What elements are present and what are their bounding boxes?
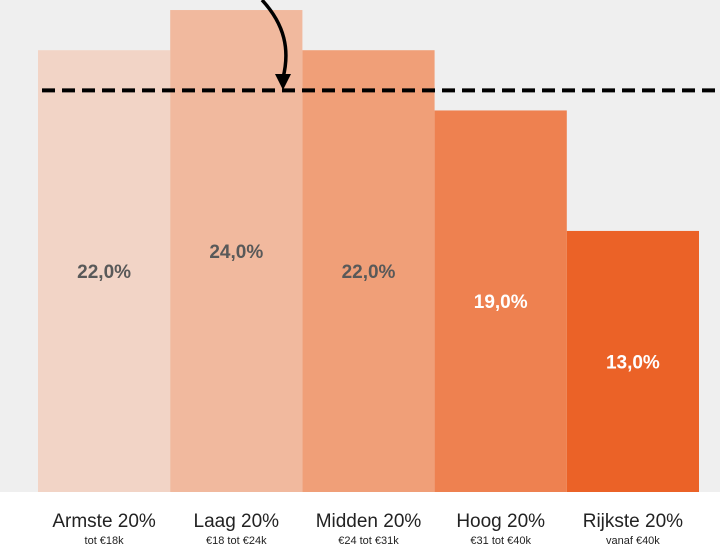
value-label: 22,0% [342,262,396,283]
x-tick-label: Hoog 20% [456,511,545,532]
value-label: 13,0% [606,352,660,373]
arrow [260,0,288,79]
x-tick-label: Rijkste 20% [583,511,683,532]
bar [38,50,171,493]
value-label: 22,0% [77,262,131,283]
x-tick-sublabel: tot €18k [85,535,125,547]
bar [434,110,567,493]
x-tick-label: Armste 20% [52,511,156,532]
x-tick-label: Midden 20% [316,511,422,532]
x-tick-sublabel: vanaf €40k [606,535,660,547]
value-label: 24,0% [209,242,263,263]
value-label: 19,0% [474,292,528,313]
bar [302,50,435,493]
x-tick-sublabel: €18 tot €24k [206,535,267,547]
arrow-head [275,74,291,90]
x-tick-label: Laag 20% [194,511,280,532]
bar [566,230,699,492]
x-tick-sublabel: €31 tot €40k [470,535,531,547]
x-tick-sublabel: €24 tot €31k [338,535,399,547]
